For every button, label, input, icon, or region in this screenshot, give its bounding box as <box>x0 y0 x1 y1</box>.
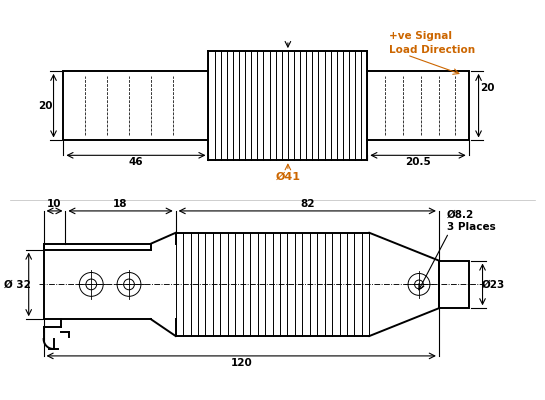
Text: Ø 32: Ø 32 <box>4 280 31 290</box>
Bar <box>367 71 469 140</box>
Text: +ve Signal
Load Direction: +ve Signal Load Direction <box>389 32 475 55</box>
Text: 120: 120 <box>231 358 252 368</box>
Text: 3 Places: 3 Places <box>447 222 495 232</box>
Text: 20: 20 <box>38 101 53 111</box>
Text: 20.5: 20.5 <box>405 157 431 167</box>
Bar <box>63 71 208 140</box>
Text: 46: 46 <box>129 157 143 167</box>
Text: 10: 10 <box>47 199 62 209</box>
Text: 82: 82 <box>300 199 314 209</box>
Text: Ø23: Ø23 <box>482 280 505 290</box>
Text: Ø41: Ø41 <box>275 172 300 182</box>
Text: 18: 18 <box>113 199 128 209</box>
Bar <box>439 260 469 308</box>
Text: Ø8.2: Ø8.2 <box>447 210 474 220</box>
Text: 20: 20 <box>480 83 495 93</box>
